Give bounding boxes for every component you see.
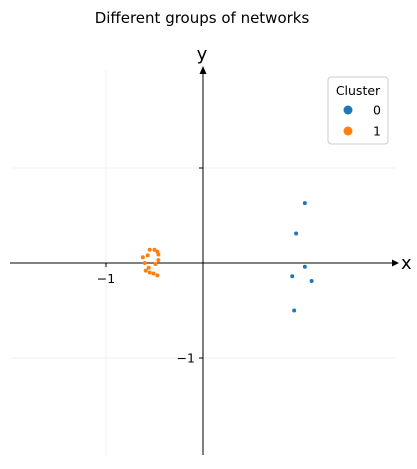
- tick-layer: −1 −1: [97, 167, 203, 366]
- data-point-cluster-1: [152, 247, 157, 252]
- data-point-cluster-0: [294, 231, 299, 236]
- data-point-cluster-1: [143, 268, 148, 273]
- y-axis-arrow: [199, 66, 207, 74]
- legend-marker-cluster-0: [343, 105, 353, 115]
- legend-items: 01: [343, 103, 381, 139]
- data-point-cluster-1: [142, 261, 147, 265]
- data-point-cluster-1: [145, 253, 150, 258]
- x-axis-label: x: [401, 253, 412, 274]
- points-layer: [140, 201, 314, 313]
- y-tick-label: −1: [177, 351, 195, 366]
- data-point-cluster-1: [156, 258, 161, 263]
- data-point-cluster-1: [156, 252, 161, 257]
- data-point-cluster-0: [302, 264, 307, 269]
- data-point-cluster-1: [153, 261, 158, 266]
- data-point-cluster-1: [155, 273, 160, 278]
- legend-label-cluster-0: 0: [373, 103, 381, 118]
- data-point-cluster-0: [290, 274, 295, 279]
- data-point-cluster-1: [147, 247, 152, 252]
- y-axis-label: y: [197, 44, 208, 65]
- axes-layer: [10, 66, 399, 455]
- legend-marker-cluster-1: [343, 126, 353, 136]
- x-tick-label: −1: [97, 271, 115, 286]
- data-point-cluster-1: [147, 270, 152, 275]
- data-point-cluster-1: [140, 255, 145, 260]
- legend: Cluster 01: [327, 76, 389, 145]
- data-point-cluster-0: [292, 308, 297, 313]
- data-point-cluster-0: [302, 201, 307, 206]
- legend-label-cluster-1: 1: [373, 124, 381, 139]
- legend-frame: [327, 76, 389, 145]
- data-point-cluster-0: [309, 279, 314, 284]
- legend-title: Cluster: [336, 83, 381, 98]
- x-axis-arrow: [392, 259, 399, 267]
- chart-title: Different groups of networks: [95, 9, 310, 27]
- data-point-cluster-1: [151, 271, 156, 276]
- data-point-cluster-1: [146, 265, 151, 270]
